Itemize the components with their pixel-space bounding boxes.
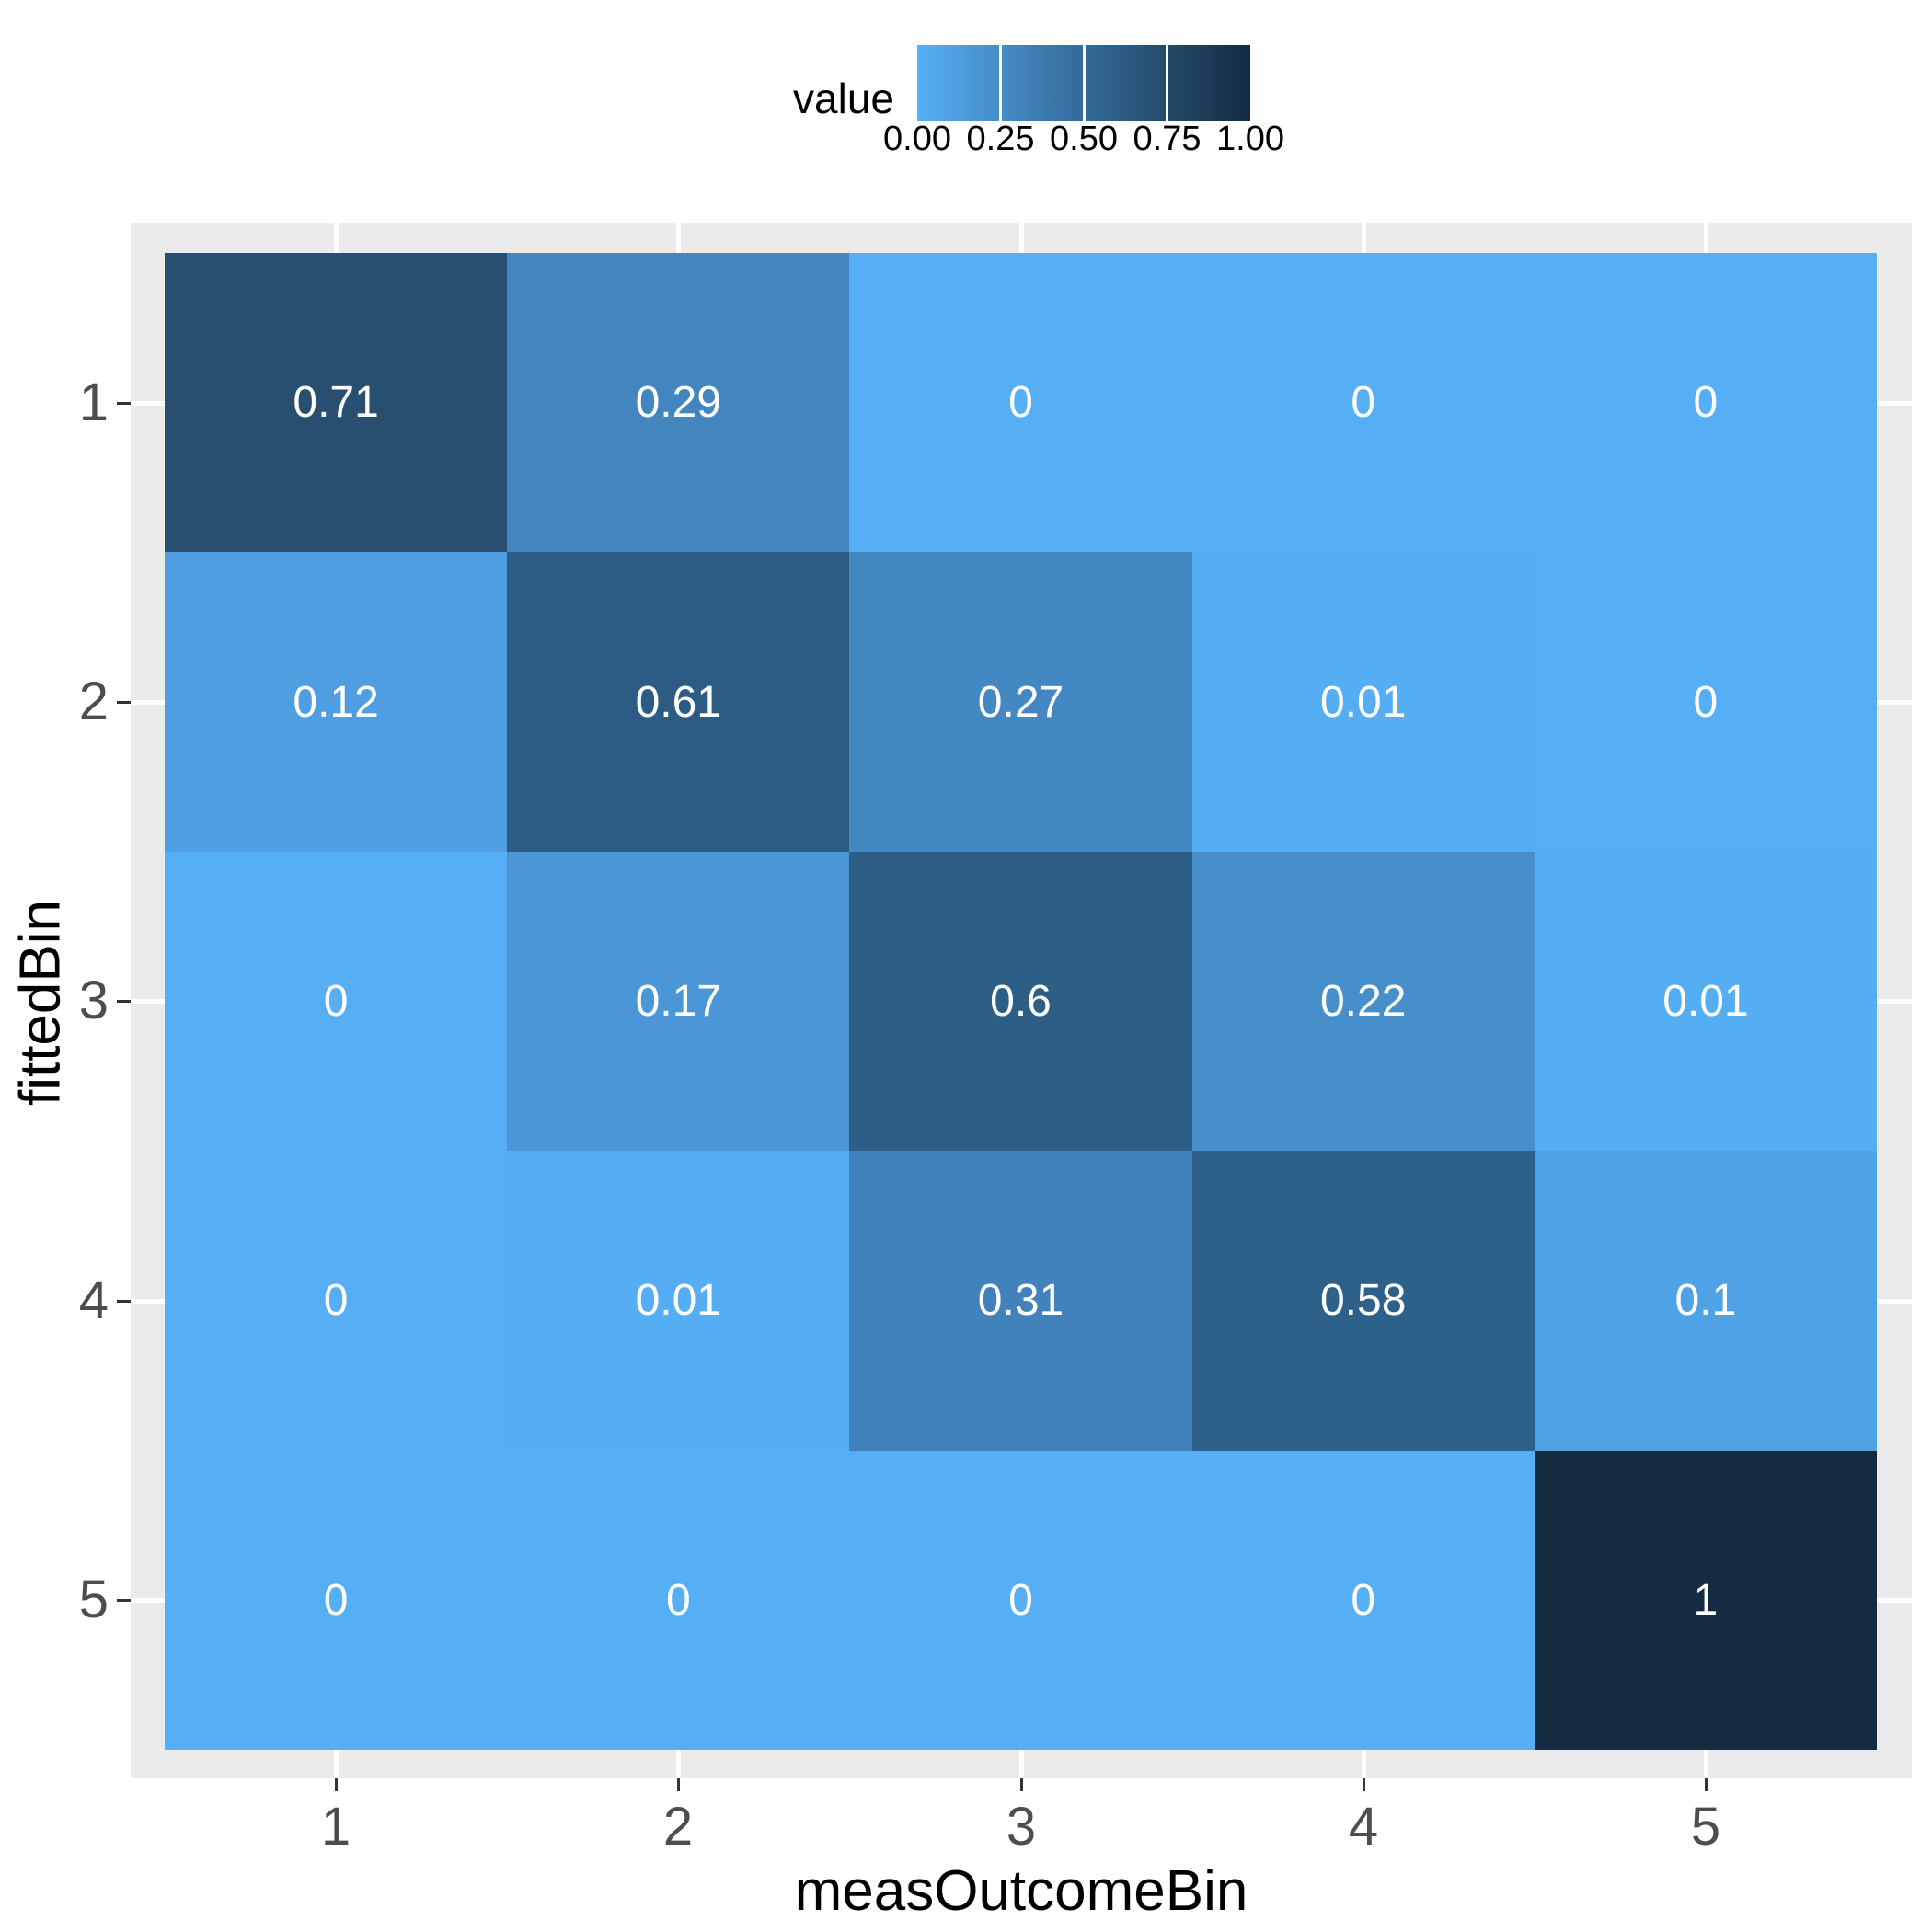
heatmap-tile: 0 <box>849 253 1192 553</box>
x-tick-mark <box>1362 1778 1365 1791</box>
tile-value-label: 0 <box>323 1575 349 1625</box>
tile-value-label: 0.58 <box>1319 1276 1407 1326</box>
heatmap-tile: 0 <box>507 1450 850 1750</box>
tile-value-label: 0.17 <box>635 976 721 1026</box>
x-tick-mark <box>676 1778 680 1791</box>
tile-value-label: 0 <box>1693 677 1719 727</box>
tile-value-label: 0.27 <box>977 677 1064 727</box>
heatmap-tile: 0.58 <box>1191 1151 1535 1451</box>
legend-tick-mark <box>1082 45 1086 121</box>
y-tick-label: 1 <box>78 373 109 432</box>
tile-value-label: 0 <box>323 976 349 1026</box>
heatmap-tile: 0.31 <box>849 1151 1192 1451</box>
y-tick-mark <box>117 999 131 1003</box>
heatmap-tile-grid: 0.71 0.29 0 0 0 0.12 0.61 0.27 0.01 0 0 0.17 0.6 0.22… <box>165 253 1877 1750</box>
heatmap-tile: 0 <box>1534 552 1877 852</box>
heatmap-tile: 0.01 <box>1534 851 1877 1152</box>
tile-value-label: 0.01 <box>1319 677 1407 727</box>
heatmap-tile: 0 <box>849 1450 1192 1750</box>
tile-value-label: 0.29 <box>635 378 721 428</box>
legend-tick-label: 0.50 <box>1050 120 1118 158</box>
heatmap-tile: 0.12 <box>165 552 508 852</box>
legend-tick-label: 0.00 <box>883 120 951 158</box>
tile-value-label: 0.31 <box>977 1276 1064 1326</box>
tile-value-label: 0 <box>665 1575 691 1625</box>
heatmap-tile: 0.29 <box>507 253 850 553</box>
heatmap-tile: 0 <box>165 1151 508 1451</box>
x-tick-label: 2 <box>662 1797 694 1857</box>
y-tick-label: 3 <box>78 971 109 1030</box>
y-axis-title: fittedBin <box>8 899 73 1107</box>
x-tick-label: 5 <box>1690 1797 1721 1857</box>
legend-tick-label: 0.25 <box>966 120 1035 158</box>
heatmap-tile: 0 <box>165 851 508 1152</box>
heatmap-tile: 0 <box>1191 253 1535 553</box>
y-tick-mark <box>117 1598 131 1602</box>
heatmap-tile: 0 <box>1191 1450 1535 1750</box>
tile-value-label: 0.71 <box>293 378 379 428</box>
legend-tick-mark <box>1166 45 1168 121</box>
y-tick-mark <box>117 401 131 405</box>
x-tick-label: 3 <box>1006 1797 1037 1857</box>
x-tick-mark <box>1019 1778 1023 1791</box>
legend-tick-label: 1.00 <box>1216 120 1284 158</box>
x-axis-title: measOutcomeBin <box>794 1859 1248 1923</box>
tile-value-label: 0.01 <box>635 1276 721 1326</box>
y-tick-mark <box>117 1299 131 1303</box>
legend-title: value <box>793 75 894 122</box>
tile-value-label: 0.12 <box>293 677 379 727</box>
heatmap-tile: 0.22 <box>1191 851 1535 1152</box>
x-tick-mark <box>334 1778 338 1791</box>
y-tick-label: 4 <box>78 1271 109 1330</box>
tile-value-label: 0 <box>1693 378 1719 428</box>
heatmap-tile: 1 <box>1534 1450 1877 1750</box>
y-tick-label: 5 <box>78 1570 109 1629</box>
heatmap-tile: 0.1 <box>1534 1151 1877 1451</box>
tile-value-label: 0.61 <box>635 677 721 727</box>
tile-value-label: 0 <box>1008 1575 1033 1625</box>
heatmap-tile: 0 <box>1534 253 1877 553</box>
heatmap-tile: 0.27 <box>849 552 1192 852</box>
tile-value-label: 0 <box>1008 378 1033 428</box>
tile-value-label: 0.01 <box>1662 976 1749 1026</box>
y-tick-mark <box>117 700 131 704</box>
x-tick-label: 4 <box>1348 1797 1379 1857</box>
tile-value-label: 1 <box>1693 1575 1719 1625</box>
x-tick-label: 1 <box>320 1797 351 1857</box>
tile-value-label: 0.22 <box>1319 976 1407 1026</box>
tile-value-label: 0.1 <box>1674 1276 1737 1326</box>
tile-value-label: 0 <box>323 1276 349 1326</box>
heatmap-tile: 0.6 <box>849 851 1192 1152</box>
y-tick-label: 2 <box>78 672 109 731</box>
legend-tick-mark <box>999 45 1002 121</box>
legend-colorbar-gradient <box>917 45 1250 121</box>
legend-tick-label: 0.75 <box>1133 120 1202 158</box>
heatmap-tile: 0.01 <box>1191 552 1535 852</box>
heatmap-tile: 0.01 <box>507 1151 850 1451</box>
heatmap-tile: 0.61 <box>507 552 850 852</box>
tile-value-label: 0.6 <box>990 976 1052 1026</box>
tile-value-label: 0 <box>1351 1575 1376 1625</box>
plot-panel: 0.71 0.29 0 0 0 0.12 0.61 0.27 0.01 0 0 0.17 0.6 0.22… <box>131 223 1912 1778</box>
x-tick-mark <box>1704 1778 1708 1791</box>
heatmap-tile: 0.71 <box>165 253 508 553</box>
heatmap-tile: 0.17 <box>507 851 850 1152</box>
tile-value-label: 0 <box>1351 378 1376 428</box>
heatmap-tile: 0 <box>165 1450 508 1750</box>
